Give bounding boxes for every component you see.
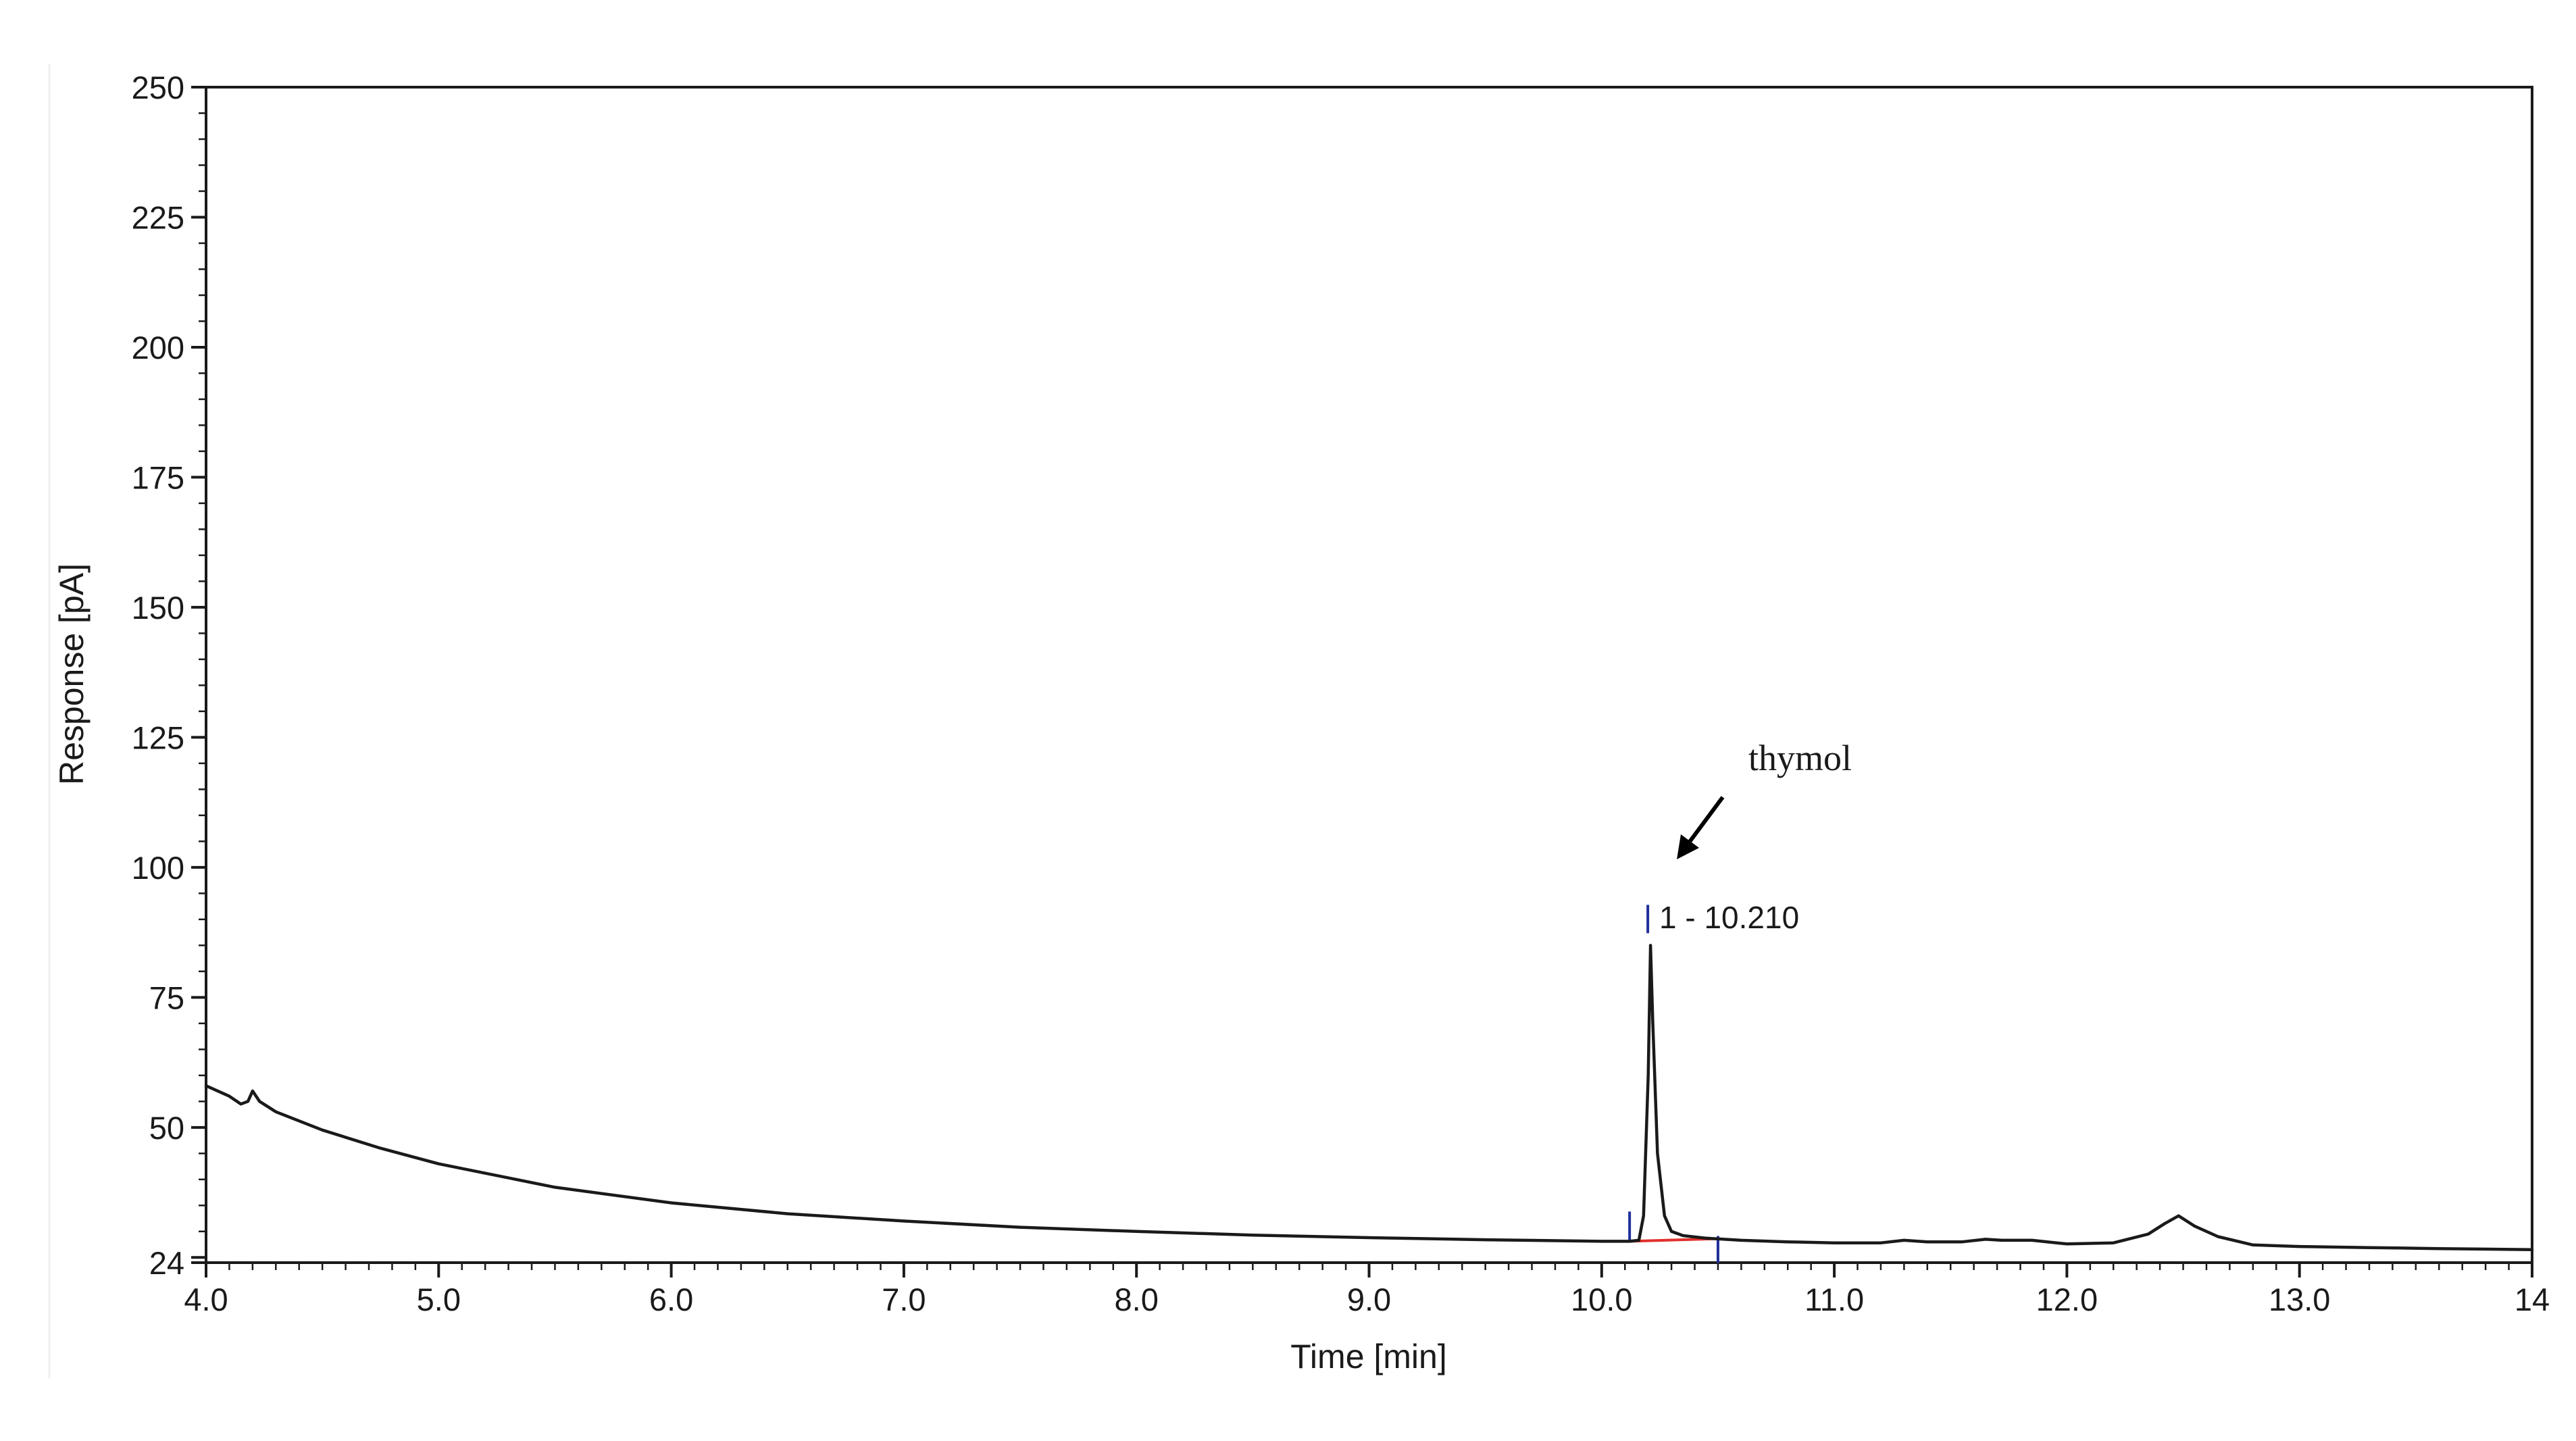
y-tick-label: 175 bbox=[132, 459, 184, 495]
x-tick-label: 5.0 bbox=[417, 1282, 461, 1317]
x-tick-label: 4.0 bbox=[184, 1282, 228, 1317]
x-tick-label: 13.0 bbox=[2269, 1282, 2330, 1317]
x-tick-label: 10.0 bbox=[1571, 1282, 1632, 1317]
chromatogram-series-line bbox=[204, 944, 2534, 1252]
y-tick-label: 24 bbox=[149, 1245, 184, 1281]
y-tick-label: 100 bbox=[132, 850, 184, 886]
x-axis-label: Time [min] bbox=[1290, 1338, 1447, 1375]
x-tick-label: 9.0 bbox=[1347, 1282, 1391, 1317]
x-tick-label: 6.0 bbox=[649, 1282, 693, 1317]
y-tick-label: 225 bbox=[132, 199, 184, 235]
y-axis-label: Response [pA] bbox=[53, 563, 91, 785]
annotation-arrow-icon bbox=[1677, 796, 1725, 859]
x-tick-label: 14 bbox=[2515, 1282, 2550, 1317]
y-tick-label: 200 bbox=[132, 330, 184, 365]
series-group bbox=[204, 944, 2534, 1252]
y-tick-label: 150 bbox=[132, 590, 184, 626]
peak-label: 1 - 10.210 bbox=[1659, 900, 1799, 935]
tick-labels: 4.0 5.0 6.0 7.0 8.0 9.0 10.0 11.0 12.0 13.0 14 24 50… bbox=[132, 70, 2550, 1317]
axis-ticks bbox=[191, 86, 2533, 1278]
x-tick-label: 7.0 bbox=[882, 1282, 926, 1317]
y-tick-label: 50 bbox=[149, 1110, 184, 1146]
x-tick-label: 12.0 bbox=[2036, 1282, 2098, 1317]
x-tick-label: 11.0 bbox=[1804, 1282, 1864, 1317]
y-tick-label: 125 bbox=[132, 719, 184, 755]
annotation-thymol-text: thymol bbox=[1748, 738, 1852, 778]
thymol-annotation: thymol bbox=[1677, 738, 1852, 859]
y-tick-label: 250 bbox=[132, 70, 184, 105]
x-tick-label: 8.0 bbox=[1115, 1282, 1159, 1317]
y-tick-label: 75 bbox=[149, 980, 184, 1015]
